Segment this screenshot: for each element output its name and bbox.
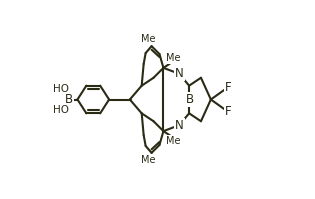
Text: F: F	[225, 81, 232, 94]
Text: Me: Me	[141, 34, 155, 44]
Text: B: B	[65, 93, 73, 106]
Text: N: N	[175, 119, 184, 132]
Text: F: F	[225, 105, 232, 118]
Text: N: N	[175, 67, 184, 80]
Text: Me: Me	[166, 53, 181, 63]
Text: Me: Me	[166, 136, 181, 146]
Text: Me: Me	[141, 155, 155, 165]
Text: B: B	[186, 93, 194, 106]
Text: HO: HO	[53, 84, 69, 94]
Text: HO: HO	[53, 105, 69, 115]
